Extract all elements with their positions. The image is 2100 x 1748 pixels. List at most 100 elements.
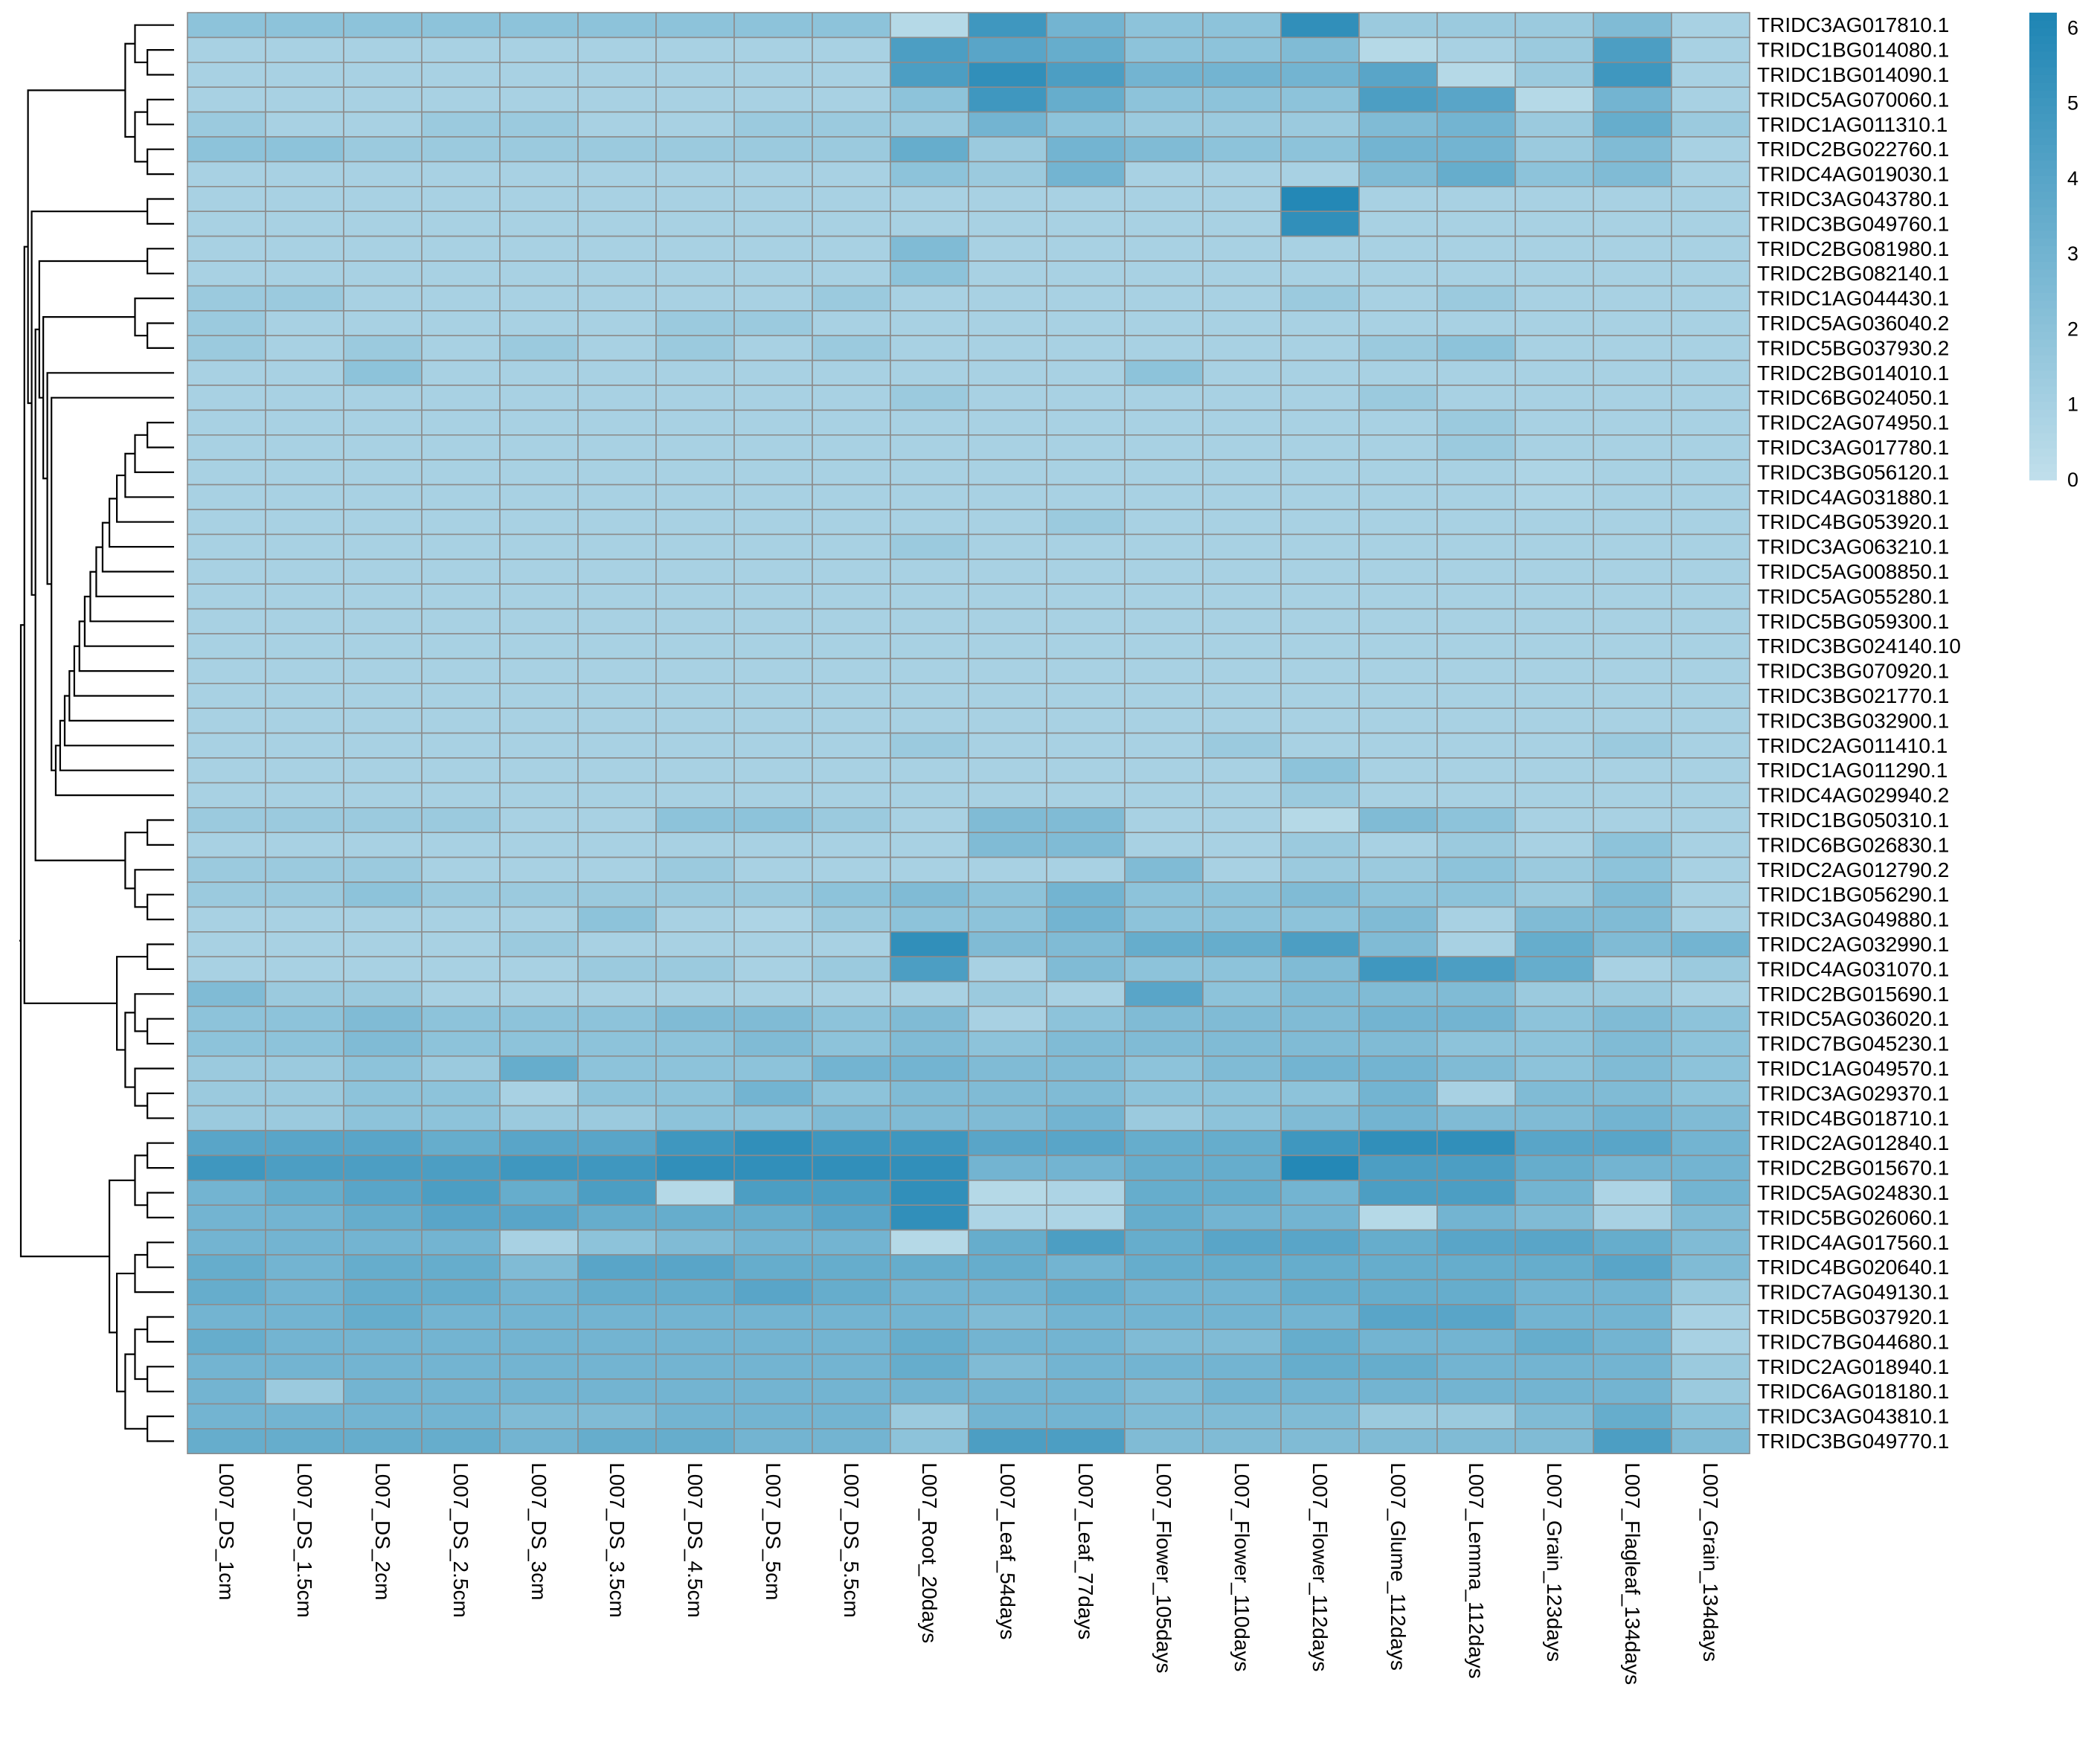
heatmap-cell <box>733 782 813 809</box>
row-label: TRIDC5BG037930.2 <box>1757 336 1949 359</box>
heatmap-cell <box>1671 1328 1750 1355</box>
heatmap-cell <box>499 782 579 809</box>
heatmap-cell <box>1593 633 1672 660</box>
heatmap-cell <box>343 509 423 536</box>
row-label: TRIDC7BG045230.1 <box>1757 1032 1949 1055</box>
heatmap-cell <box>1202 260 1282 287</box>
dendrogram-branch <box>134 24 174 63</box>
heatmap-cell <box>499 1428 579 1455</box>
heatmap-cell <box>1358 309 1438 336</box>
heatmap-cell <box>733 359 813 386</box>
heatmap-cell <box>1358 36 1438 63</box>
heatmap-cell <box>187 335 266 362</box>
heatmap-cell <box>343 1378 423 1405</box>
legend-gradient-segment <box>2029 137 2057 146</box>
dendrogram-branch <box>124 42 135 138</box>
heatmap-cell <box>1046 931 1126 958</box>
heatmap-cell <box>1358 1006 1438 1032</box>
dendrogram-branch <box>147 1366 174 1392</box>
heatmap-cell <box>187 1180 266 1206</box>
heatmap-cell <box>1124 86 1204 113</box>
heatmap-cell <box>577 509 657 536</box>
heatmap-cell <box>1046 1105 1126 1131</box>
heatmap-cell <box>890 409 969 436</box>
heatmap-cell <box>421 459 501 486</box>
heatmap-cell <box>890 1154 969 1181</box>
heatmap-cell <box>655 36 735 63</box>
heatmap-cell <box>265 86 344 113</box>
heatmap-cell <box>187 1403 266 1430</box>
heatmap-cell <box>968 186 1047 213</box>
heatmap-cell <box>1515 931 1594 958</box>
heatmap-cell <box>968 583 1047 610</box>
heatmap-cell <box>1202 707 1282 734</box>
heatmap-cell <box>1046 980 1126 1007</box>
heatmap-cell <box>1593 1105 1672 1131</box>
dendrogram-branch <box>147 322 174 349</box>
heatmap-cell <box>1046 385 1126 411</box>
heatmap-cell <box>1515 980 1594 1007</box>
heatmap-cell <box>265 608 344 634</box>
heatmap-cell <box>1358 86 1438 113</box>
heatmap-cell <box>1280 161 1360 187</box>
row-label: TRIDC1BG050310.1 <box>1757 809 1949 832</box>
heatmap-cell <box>1671 1130 1750 1157</box>
dendrogram-branch <box>124 1012 135 1088</box>
heatmap-cell <box>655 980 735 1007</box>
heatmap-cell <box>1280 285 1360 312</box>
heatmap-cell <box>187 36 266 63</box>
heatmap-cell <box>1593 409 1672 436</box>
heatmap-cell <box>577 483 657 510</box>
heatmap-cell <box>187 1055 266 1082</box>
legend-gradient-segment <box>2029 301 2057 309</box>
heatmap-cell <box>265 1304 344 1331</box>
heatmap-cell <box>1046 1180 1126 1206</box>
heatmap-cell <box>1358 931 1438 958</box>
heatmap-cell <box>1515 1204 1594 1231</box>
heatmap-cell <box>577 309 657 336</box>
heatmap-cell <box>1358 285 1438 312</box>
heatmap-cell <box>343 186 423 213</box>
heatmap-cell <box>733 533 813 560</box>
heatmap-cell <box>1202 1304 1282 1331</box>
heatmap-cell <box>1202 1006 1282 1032</box>
heatmap-cell <box>1202 1403 1282 1430</box>
heatmap-cell <box>343 881 423 908</box>
heatmap-cell <box>1124 782 1204 809</box>
dendrogram-branch <box>134 869 174 908</box>
dendrogram-branch <box>147 98 174 126</box>
dendrogram-branch <box>147 1142 174 1169</box>
heatmap-cell <box>265 1154 344 1181</box>
heatmap-cell <box>655 658 735 684</box>
heatmap-cell <box>187 509 266 536</box>
heatmap-cell <box>499 1030 579 1057</box>
heatmap-cell <box>343 1304 423 1331</box>
heatmap-cell <box>577 235 657 262</box>
heatmap-cell <box>1671 658 1750 684</box>
heatmap-cell <box>1358 385 1438 411</box>
heatmap-cell <box>655 1254 735 1281</box>
heatmap-cell <box>890 385 969 411</box>
heatmap-cell <box>1280 385 1360 411</box>
heatmap-cell <box>890 459 969 486</box>
legend-gradient-segment <box>2029 67 2057 76</box>
heatmap-cell <box>577 931 657 958</box>
legend-gradient-segment <box>2029 269 2057 278</box>
heatmap-cell <box>890 335 969 362</box>
heatmap-cell <box>655 931 735 958</box>
heatmap-cell <box>1202 285 1282 312</box>
heatmap-cell <box>421 1428 501 1455</box>
heatmap-cell <box>1202 1105 1282 1131</box>
heatmap-cell <box>968 211 1047 237</box>
heatmap-cell <box>1046 359 1126 386</box>
heatmap-cell <box>1202 682 1282 709</box>
heatmap-cell <box>499 533 579 560</box>
heatmap-cell <box>265 36 344 63</box>
heatmap-cell <box>1593 1279 1672 1305</box>
heatmap-cell <box>499 658 579 684</box>
heatmap-cell <box>265 956 344 983</box>
column-label: L007_Flagleaf_134days <box>1621 1462 1644 1685</box>
heatmap-cell <box>187 385 266 411</box>
heatmap-cell <box>1124 807 1204 834</box>
heatmap-cell <box>1671 558 1750 585</box>
